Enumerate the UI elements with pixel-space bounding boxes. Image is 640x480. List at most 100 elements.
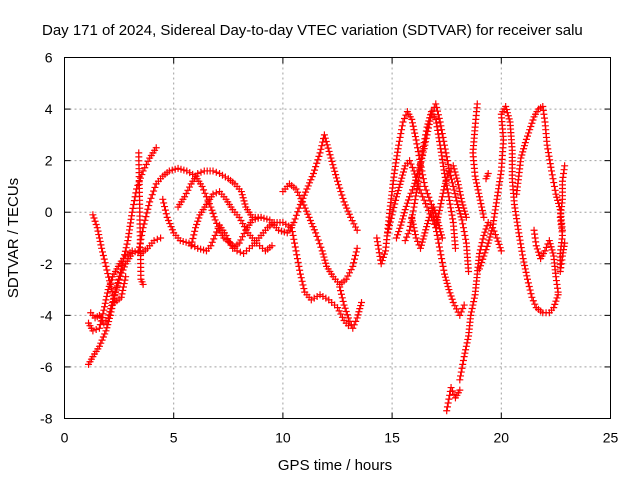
data-point [425, 117, 433, 125]
data-point [532, 242, 540, 250]
data-point [399, 118, 407, 126]
data-point [386, 218, 394, 226]
data-point [527, 290, 535, 298]
data-point [445, 395, 453, 403]
data-point [526, 126, 534, 134]
data-point [142, 213, 150, 221]
data-point [423, 190, 431, 198]
data-point [121, 276, 129, 284]
data-point [441, 173, 449, 181]
data-point [160, 199, 168, 207]
data-point [150, 237, 158, 245]
data-point [443, 279, 451, 287]
data-point [398, 126, 406, 134]
data-point [398, 218, 406, 226]
data-point [150, 187, 158, 195]
data-point [541, 247, 549, 255]
data-point [391, 200, 399, 208]
data-point [477, 262, 485, 270]
data-point [473, 182, 481, 190]
data-point [91, 217, 99, 225]
data-point [406, 157, 414, 165]
data-point [104, 321, 112, 329]
data-point [446, 168, 454, 176]
data-point [457, 194, 465, 202]
data-point [449, 162, 457, 170]
data-point [96, 321, 104, 329]
data-point [454, 177, 462, 185]
data-point [316, 240, 324, 248]
y-tick-label: -6 [40, 359, 53, 375]
data-point [424, 216, 432, 224]
data-point [141, 216, 149, 224]
data-point [336, 283, 344, 291]
data-point [520, 142, 528, 150]
data-point [240, 229, 248, 237]
data-point [409, 220, 417, 228]
data-point [482, 225, 490, 233]
data-point [337, 290, 345, 298]
data-point [459, 356, 467, 364]
data-point [320, 131, 328, 139]
data-point [390, 204, 398, 212]
data-point [481, 228, 489, 236]
data-point [417, 189, 425, 197]
data-point [402, 202, 410, 210]
data-point [529, 297, 537, 305]
data-point [105, 277, 113, 285]
data-point [523, 272, 531, 280]
data-point [525, 129, 533, 137]
data-point [294, 188, 302, 196]
data-point [412, 192, 420, 200]
data-point [411, 231, 419, 239]
data-point [473, 179, 481, 187]
data-point [318, 247, 326, 255]
data-point [459, 360, 467, 368]
data-point [454, 181, 462, 189]
data-point [456, 188, 464, 196]
data-point [458, 364, 466, 372]
data-point [166, 220, 174, 228]
data-point [471, 172, 479, 180]
data-point [301, 204, 309, 212]
data-point [416, 244, 424, 252]
data-point [476, 196, 484, 204]
data-point [268, 242, 276, 250]
data-point [436, 137, 444, 145]
data-point [493, 234, 501, 242]
data-point [457, 191, 465, 199]
data-point [304, 210, 312, 218]
data-point [103, 292, 111, 300]
data-point [395, 228, 403, 236]
data-point [439, 262, 447, 270]
data-point [324, 144, 332, 152]
data-point [404, 196, 412, 204]
data-point [438, 193, 446, 201]
data-point [157, 234, 165, 242]
data-point [435, 222, 443, 230]
data-point [475, 265, 483, 273]
data-point [344, 272, 352, 280]
data-point [397, 221, 405, 229]
data-point [518, 247, 526, 255]
data-point [411, 129, 419, 137]
data-point [463, 339, 471, 347]
data-point [238, 191, 246, 199]
data-point [105, 311, 113, 319]
data-point [107, 305, 115, 313]
data-point [502, 102, 510, 110]
data-point [168, 226, 176, 234]
data-point [213, 228, 221, 236]
data-point [309, 170, 317, 178]
data-point [496, 244, 504, 252]
data-point [358, 298, 366, 306]
data-point [291, 243, 299, 251]
data-point [92, 326, 100, 334]
data-point [479, 210, 487, 218]
data-point [453, 305, 461, 313]
data-point [422, 186, 430, 194]
data-point [517, 240, 525, 248]
data-point [478, 258, 486, 266]
data-point [106, 280, 114, 288]
data-point [443, 185, 451, 193]
